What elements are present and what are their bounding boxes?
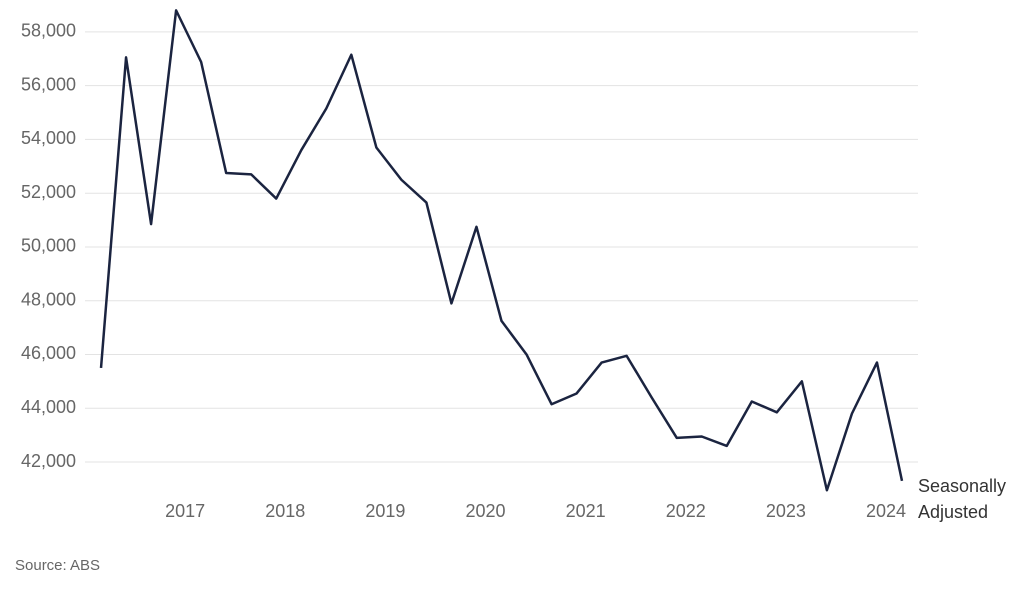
y-tick-label: 52,000 <box>21 182 76 202</box>
x-tick-label: 2021 <box>566 501 606 521</box>
data-line <box>99 9 904 492</box>
x-tick-label: 2020 <box>465 501 505 521</box>
y-tick-label: 42,000 <box>21 451 76 471</box>
y-tick-label: 54,000 <box>21 128 76 148</box>
source-note: Source: ABS <box>15 557 100 574</box>
y-tick-label: 56,000 <box>21 74 76 94</box>
y-tick-label: 50,000 <box>21 236 76 256</box>
y-tick-label: 48,000 <box>21 289 76 309</box>
y-tick-label: 46,000 <box>21 343 76 363</box>
x-tick-label: 2019 <box>365 501 405 521</box>
x-tick-label: 2018 <box>265 501 305 521</box>
y-tick-label: 44,000 <box>21 397 76 417</box>
x-tick-label: 2017 <box>165 501 205 521</box>
x-tick-label: 2024 <box>866 501 906 521</box>
x-tick-label: 2022 <box>666 501 706 521</box>
y-tick-label: 58,000 <box>21 21 76 41</box>
x-tick-label: 2023 <box>766 501 806 521</box>
series-label: Seasonally Adjusted <box>918 476 1006 522</box>
